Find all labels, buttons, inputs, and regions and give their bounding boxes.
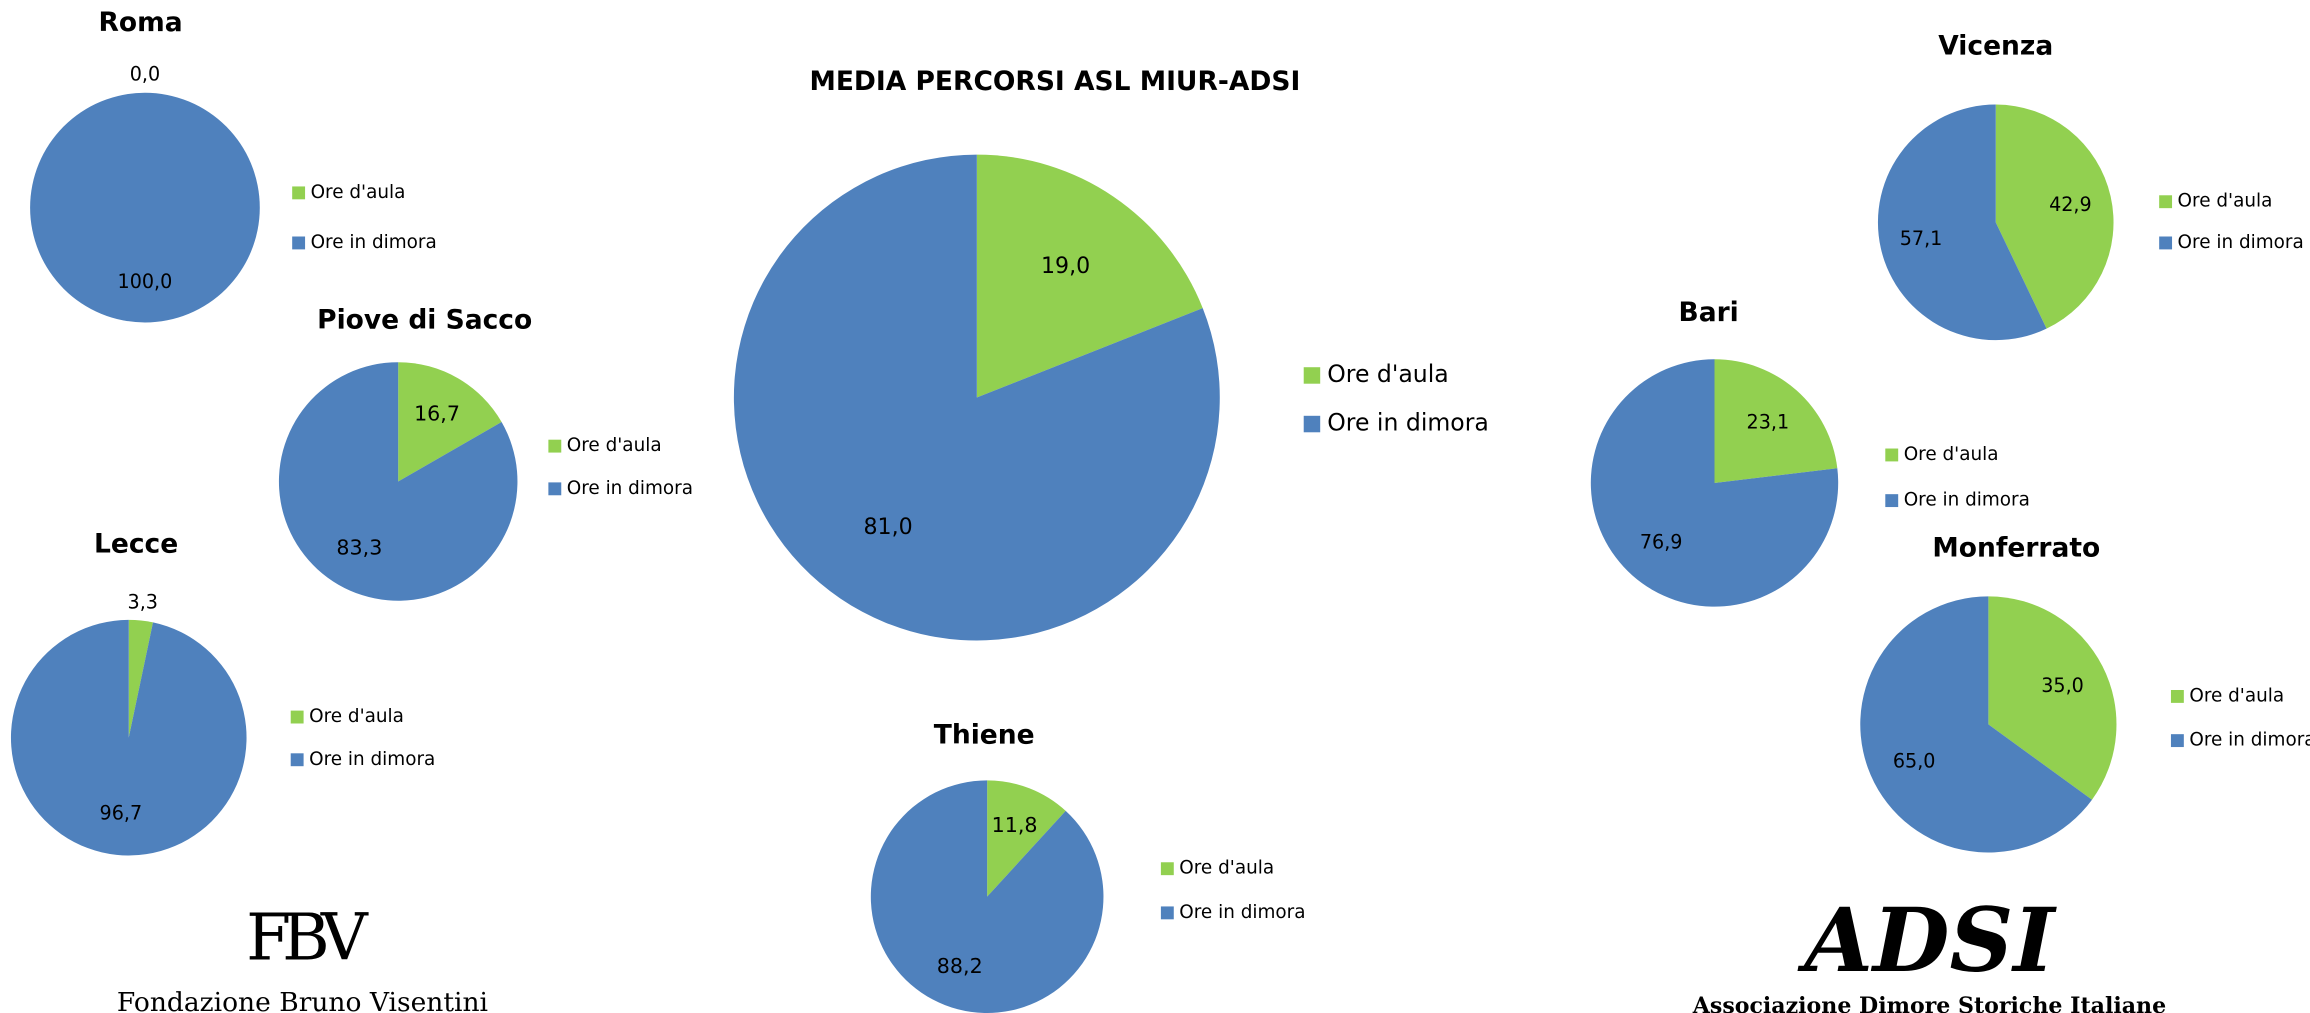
data-label: 83,3 xyxy=(336,536,382,560)
data-label: 0,0 xyxy=(130,63,160,86)
data-label: 88,2 xyxy=(937,954,983,978)
adsi-name: Associazione Dimore Storiche Italiane xyxy=(1692,993,2166,1013)
pie-slice xyxy=(398,362,502,482)
legend-swatch xyxy=(292,236,306,250)
legend-label: Ore in dimora xyxy=(1904,490,2030,511)
pie-slice xyxy=(30,92,260,323)
legend-swatch xyxy=(548,439,562,453)
pie-slice xyxy=(278,362,518,601)
pie-slice xyxy=(976,154,1203,398)
legend-swatch xyxy=(1303,415,1321,433)
legend-swatch xyxy=(548,482,562,496)
legend-label: Ore in dimora xyxy=(1327,409,1489,437)
pie-slice xyxy=(733,154,1220,641)
chart-title: Lecce xyxy=(94,528,178,559)
pie-slice xyxy=(987,780,1066,897)
legend-label: Ore in dimora xyxy=(1179,902,1305,923)
pie-slice xyxy=(1714,359,1838,483)
legend-swatch xyxy=(1885,448,1899,462)
data-label: 81,0 xyxy=(863,515,912,540)
chart-title: Bari xyxy=(1678,297,1738,328)
legend-swatch xyxy=(292,186,306,200)
pie-slice xyxy=(128,619,153,738)
chart-title: Thiene xyxy=(934,720,1035,751)
chart-title: Monferrato xyxy=(1932,533,2100,564)
pie-slice xyxy=(1988,596,2117,800)
data-label: 35,0 xyxy=(2041,674,2084,697)
legend-label: Ore d'aula xyxy=(1904,444,1999,465)
legend-label: Ore d'aula xyxy=(2178,191,2273,212)
legend-label: Ore d'aula xyxy=(567,435,662,456)
data-label: 23,1 xyxy=(1747,410,1790,433)
pie-slice xyxy=(10,619,247,856)
legend-swatch xyxy=(2159,195,2173,209)
chart-title: Vicenza xyxy=(1938,31,2053,62)
data-label: 65,0 xyxy=(1893,750,1936,773)
legend-label: Ore d'aula xyxy=(1179,858,1274,879)
pie-slice xyxy=(1877,104,2047,341)
pie-slice xyxy=(1995,104,2114,329)
chart-title: Roma xyxy=(98,7,182,38)
data-label: 11,8 xyxy=(992,813,1038,837)
legend-label: Ore in dimora xyxy=(311,232,437,253)
pie-slice xyxy=(1590,359,1839,607)
legend-label: Ore in dimora xyxy=(309,749,435,770)
legend-swatch xyxy=(1303,367,1321,384)
data-label: 100,0 xyxy=(118,270,173,293)
legend-swatch xyxy=(290,710,304,724)
legend-label: Ore in dimora xyxy=(2178,232,2304,253)
legend-label: Ore d'aula xyxy=(2189,685,2284,706)
fbv-name: Fondazione Bruno Visentini xyxy=(117,987,488,1013)
legend-label: Ore in dimora xyxy=(567,478,693,499)
chart-title: Piove di Sacco xyxy=(317,304,532,335)
legend-swatch xyxy=(2170,734,2184,748)
legend-label: Ore in dimora xyxy=(2189,730,2310,751)
legend-label: Ore d'aula xyxy=(309,706,404,727)
data-label: 96,7 xyxy=(100,801,143,824)
legend-swatch xyxy=(1160,906,1174,920)
data-label: 3,3 xyxy=(128,590,158,613)
legend-swatch xyxy=(290,753,304,767)
data-label: 16,7 xyxy=(414,401,460,425)
data-label: 76,9 xyxy=(1640,531,1683,554)
pie-slice xyxy=(870,780,1104,1013)
data-label: 19,0 xyxy=(1041,254,1090,279)
legend-swatch xyxy=(1885,494,1899,508)
adsi-logo: ADSI xyxy=(1797,888,2057,992)
legend-label: Ore d'aula xyxy=(1327,360,1448,388)
legend-swatch xyxy=(1160,862,1174,876)
pie-slice xyxy=(1860,596,2093,853)
legend-swatch xyxy=(2170,689,2184,703)
data-label: 57,1 xyxy=(1900,227,1943,250)
data-label: 42,9 xyxy=(2049,193,2092,216)
legend-swatch xyxy=(2159,236,2173,250)
fbv-logo: FBV xyxy=(246,900,369,975)
legend-label: Ore d'aula xyxy=(311,182,406,203)
chart-title: MEDIA PERCORSI ASL MIUR-ADSI xyxy=(809,66,1300,97)
